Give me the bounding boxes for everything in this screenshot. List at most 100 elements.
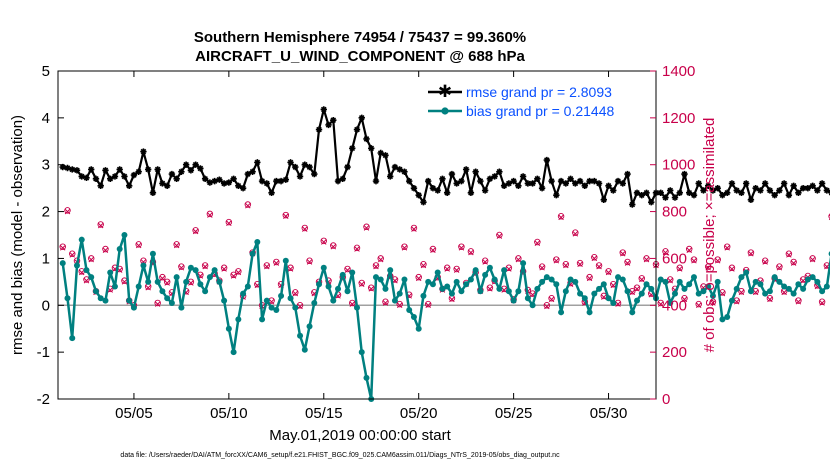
bias-point: [149, 250, 156, 257]
bias-point: [785, 285, 792, 292]
obs-possible-point: [704, 263, 712, 270]
obs-assimilated-point: [676, 266, 683, 272]
rmse-point: [353, 126, 361, 133]
rmse-point: [382, 152, 389, 159]
rmse-point: [562, 180, 570, 187]
bias-point: [396, 290, 403, 297]
obs-assimilated-point: [790, 260, 797, 266]
bias-point: [249, 250, 256, 257]
rmse-point: [510, 177, 517, 185]
obs-assimilated-point: [164, 280, 170, 286]
bias-point: [130, 304, 137, 311]
bias-point: [111, 283, 118, 290]
bias-point: [173, 274, 180, 281]
obs-assimilated-point: [226, 220, 232, 227]
bias-point: [496, 285, 503, 292]
y-tick-label: 1: [42, 250, 50, 267]
rmse-point: [178, 168, 185, 175]
obs-possible-point: [624, 258, 631, 266]
bias-point: [482, 271, 489, 278]
obs-possible-point: [372, 262, 380, 269]
bias-point: [477, 288, 484, 295]
rmse-point: [761, 180, 769, 187]
rmse-point: [439, 175, 446, 182]
bias-point: [747, 288, 754, 295]
rmse-point: [206, 179, 214, 186]
obs-assimilated-point: [776, 265, 783, 271]
obs-possible-point: [666, 276, 674, 283]
bias-point: [657, 276, 664, 283]
bias-point: [605, 295, 612, 302]
bias-point: [733, 285, 740, 292]
obs-possible-point: [367, 284, 375, 291]
obs-assimilated-point: [449, 296, 455, 303]
obs-assimilated-point: [88, 256, 94, 263]
obs-assimilated-point: [321, 239, 327, 245]
rmse-point: [225, 179, 233, 186]
bias-point: [491, 276, 498, 283]
rmse-point: [249, 168, 256, 175]
obs-assimilated-point: [188, 280, 194, 286]
obs-assimilated-point: [605, 269, 612, 276]
obs-possible-point: [429, 245, 437, 253]
bias-point: [534, 285, 541, 292]
bias-point: [316, 281, 323, 288]
obs-possible-point: [766, 295, 774, 302]
obs-assimilated-point: [135, 242, 142, 249]
obs-possible-point: [676, 264, 683, 272]
rmse-point: [671, 194, 679, 201]
obs-possible-point: [534, 238, 541, 246]
legend-rmse-marker: ✱: [438, 82, 452, 102]
rmse-point: [107, 175, 114, 182]
obs-assimilated-point: [710, 300, 716, 306]
obs-assimilated-point: [154, 301, 161, 307]
bias-point: [619, 276, 626, 283]
y-axis-right-ticks: 0 200 400 600 800 1000 1200 1400: [650, 63, 695, 408]
rmse-point: [59, 163, 66, 171]
obs-possible-point: [163, 278, 171, 286]
bias-point: [448, 290, 455, 297]
y-tick-label: 5: [42, 63, 50, 80]
obs-possible-point: [201, 262, 209, 269]
bias-point: [88, 274, 95, 281]
rmse-point: [719, 191, 726, 199]
bias-point: [126, 297, 133, 304]
obs-possible-point: [818, 298, 826, 306]
obs-assimilated-point: [705, 265, 711, 271]
bias-point: [695, 290, 702, 297]
obs-assimilated-point: [396, 302, 403, 309]
obs-assimilated-point: [501, 287, 507, 293]
bias-point: [823, 283, 830, 290]
bias-point: [425, 278, 432, 285]
obs-possible-point: [87, 255, 95, 262]
rmse-point: [372, 177, 380, 185]
rmse-point: [738, 189, 745, 197]
rmse-point: [263, 180, 271, 187]
bias-point: [244, 283, 251, 290]
bias-point: [97, 295, 104, 302]
rmse-point: [111, 173, 119, 180]
rmse-point: [320, 106, 327, 113]
obs-possible-point: [344, 265, 351, 273]
bias-point: [572, 278, 579, 285]
obs-assimilated-point: [444, 266, 450, 272]
x-tick-label: 05/10: [210, 405, 248, 422]
obs-possible-point: [244, 201, 252, 208]
obs-assimilated-point: [235, 269, 242, 276]
obs-assimilated-point: [354, 246, 360, 252]
bias-point: [263, 297, 270, 304]
rmse-point: [714, 184, 721, 192]
y-axis-label: rmse and bias (model - observation): [9, 115, 26, 355]
obs-possible-point: [320, 237, 328, 245]
rmse-point: [709, 187, 717, 194]
obs-possible-point: [481, 257, 489, 265]
rmse-point: [676, 189, 683, 197]
rmse-point: [529, 180, 536, 187]
rmse-point: [728, 180, 736, 187]
rmse-point: [216, 176, 223, 183]
rmse-point: [804, 184, 812, 192]
bias-point: [719, 316, 726, 323]
bias-point: [596, 285, 603, 292]
obs-assimilated-point: [302, 226, 308, 232]
